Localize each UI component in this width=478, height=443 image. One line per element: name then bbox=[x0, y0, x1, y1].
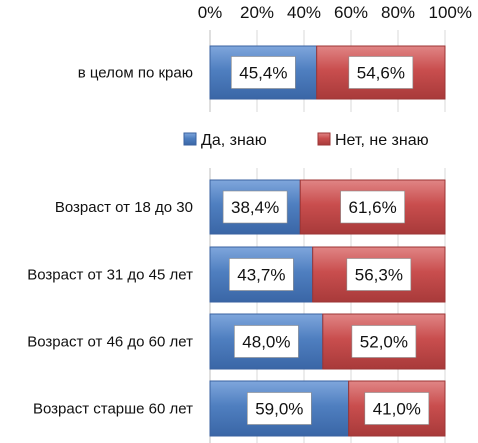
category-label: Возраст от 31 до 45 лет bbox=[27, 267, 193, 284]
data-label-box bbox=[222, 190, 288, 224]
data-label-box bbox=[346, 258, 412, 291]
legend-swatch bbox=[183, 132, 197, 146]
data-label: 43,7% bbox=[237, 266, 285, 285]
data-label-box bbox=[351, 325, 417, 358]
data-label: 45,4% bbox=[239, 64, 287, 83]
x-tick-label: 0% bbox=[198, 3, 223, 22]
category-label: Возраст от 46 до 60 лет bbox=[27, 334, 193, 351]
data-label-box bbox=[231, 56, 296, 89]
data-label-box bbox=[348, 56, 414, 89]
data-label-box bbox=[247, 392, 312, 425]
data-label: 59,0% bbox=[255, 400, 303, 419]
data-label-box bbox=[229, 258, 294, 291]
x-tick-label: 40% bbox=[287, 3, 321, 22]
category-label: Возраст от 18 до 30 bbox=[55, 199, 193, 216]
data-label-box bbox=[234, 325, 299, 358]
legend-label: Нет, не знаю bbox=[335, 132, 429, 149]
legend-label: Да, знаю bbox=[201, 132, 267, 149]
data-label: 48,0% bbox=[242, 333, 290, 352]
legend-swatch bbox=[317, 132, 331, 146]
data-label: 38,4% bbox=[231, 198, 279, 217]
data-label-box bbox=[340, 190, 405, 224]
x-tick-label: 80% bbox=[381, 3, 415, 22]
data-label: 61,6% bbox=[349, 198, 397, 217]
x-tick-label: 20% bbox=[240, 3, 274, 22]
data-label-box bbox=[364, 392, 430, 425]
data-label: 41,0% bbox=[373, 400, 421, 419]
category-label: в целом по краю bbox=[78, 65, 193, 82]
data-label: 54,6% bbox=[357, 64, 405, 83]
data-label: 56,3% bbox=[355, 266, 403, 285]
x-tick-label: 100% bbox=[429, 3, 472, 22]
category-label: Возраст старше 60 лет bbox=[33, 401, 193, 418]
x-tick-label: 60% bbox=[334, 3, 368, 22]
data-label: 52,0% bbox=[360, 333, 408, 352]
